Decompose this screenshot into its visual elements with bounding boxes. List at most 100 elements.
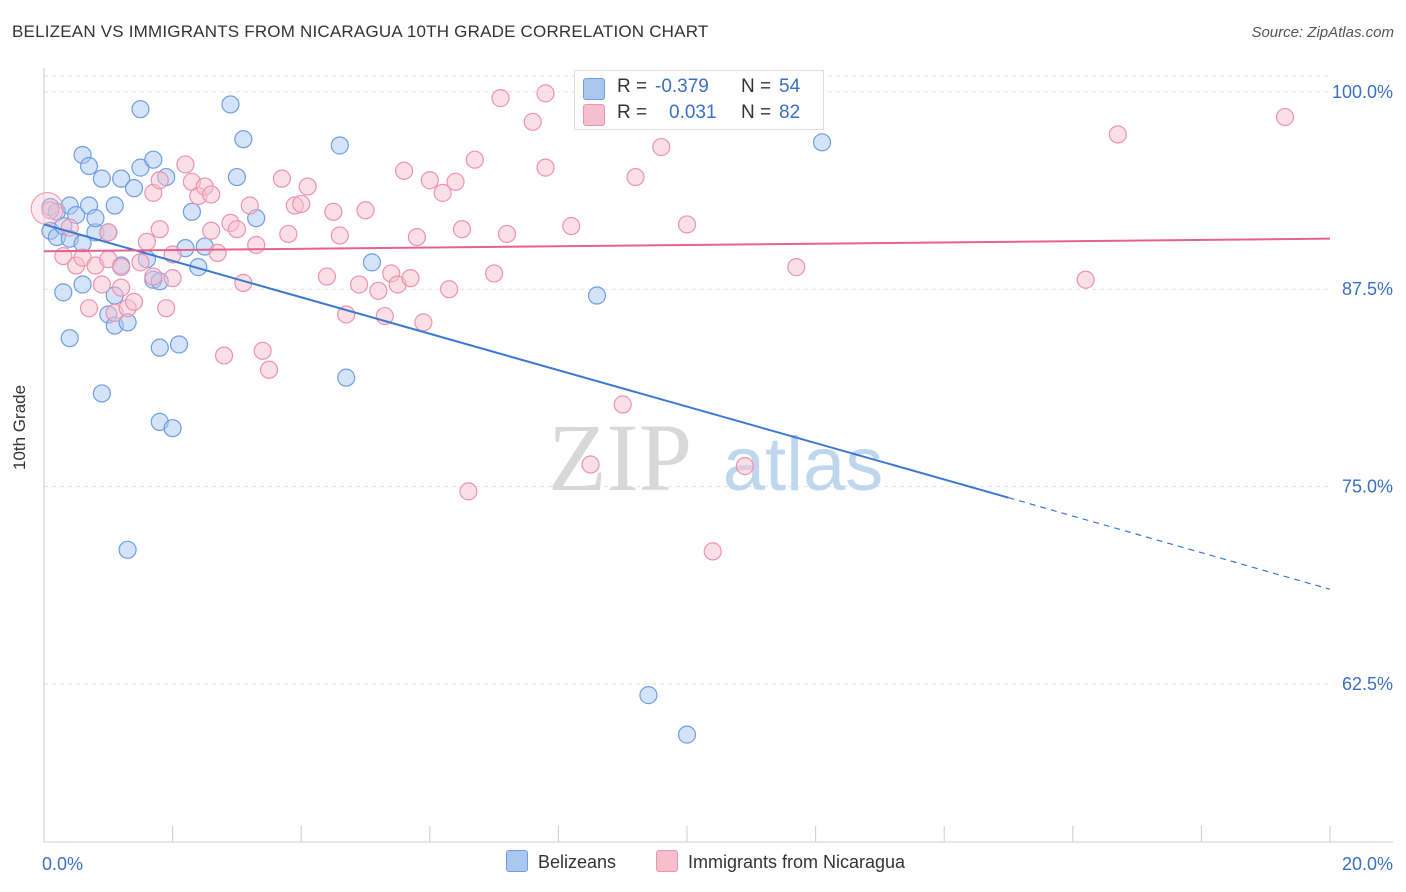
- nicaragua-point: [349, 275, 369, 294]
- nicaragua-point: [491, 89, 510, 108]
- belizeans-swatch: [583, 78, 605, 100]
- nicaragua-point: [536, 84, 555, 103]
- y-tick-label: 75.0%: [1342, 477, 1393, 497]
- belizean-point: [73, 275, 92, 294]
- tick-labels: 100.0% 87.5% 75.0% 62.5% 0.0% 20.0%: [42, 82, 1393, 874]
- nicaragua-point: [433, 183, 452, 202]
- nicaragua-point: [292, 194, 311, 214]
- nicaragua-point: [401, 269, 420, 288]
- y-tick-label: 62.5%: [1342, 674, 1393, 694]
- r-label: R =: [617, 76, 648, 97]
- nicaragua-point: [41, 201, 60, 220]
- y-tick-label: 100.0%: [1332, 82, 1393, 102]
- belizean-point: [182, 202, 201, 221]
- nicaragua-point: [485, 264, 504, 283]
- nicaragua-point: [317, 267, 337, 286]
- belizean-point: [221, 95, 240, 114]
- nicaragua-point: [356, 201, 375, 220]
- nicaragua-point: [735, 457, 754, 476]
- nicaragua-point: [369, 281, 388, 300]
- nicaragua-point: [176, 155, 195, 174]
- nicaragua-point: [337, 305, 356, 324]
- nicaragua-point: [202, 185, 221, 204]
- nicaragua-point: [137, 232, 156, 251]
- x-tick-label: 20.0%: [1342, 854, 1393, 874]
- trend-lines: [43, 223, 1331, 590]
- watermark: ZIP atlas: [548, 404, 883, 511]
- belizean-point: [812, 133, 832, 152]
- nicaragua-point: [394, 161, 414, 180]
- nicaragua-point: [459, 482, 478, 501]
- belizeans-trendline-extension: [1008, 497, 1331, 590]
- source-label: Source: ZipAtlas.com: [1251, 24, 1394, 41]
- belizean-point: [118, 540, 137, 559]
- axes: [43, 68, 1393, 843]
- nicaragua-trendline: [43, 237, 1331, 253]
- belizean-point: [124, 179, 144, 198]
- nicaragua-point: [112, 278, 131, 297]
- legend-nicaragua-label: Immigrants from Nicaragua: [688, 852, 906, 872]
- belizean-point: [677, 725, 697, 744]
- belizean-point: [163, 419, 182, 438]
- nicaragua-point: [414, 313, 433, 332]
- nicaragua-point: [60, 218, 79, 237]
- nicaragua-point: [79, 299, 99, 318]
- stats-box: R = -0.379 N = 54 R = 0.031 N = 82: [574, 70, 824, 130]
- nicaragua-point: [99, 223, 118, 242]
- nicaragua-point: [523, 112, 542, 131]
- belizean-point: [330, 136, 349, 155]
- nicaragua-point: [626, 167, 645, 187]
- x-tick-label: 0.0%: [42, 854, 83, 874]
- belizean-point: [105, 196, 124, 215]
- nicaragua-point: [112, 258, 131, 277]
- belizeans-trendline: [43, 223, 1009, 499]
- nicaragua-swatch: [583, 104, 605, 126]
- nicaragua-point: [214, 346, 234, 365]
- nicaragua-point: [272, 169, 292, 188]
- nicaragua-point: [124, 292, 144, 311]
- nicaragua-point: [30, 192, 64, 226]
- nicaragua-point: [562, 216, 581, 236]
- nicaragua-point: [324, 202, 343, 221]
- belizean-point: [150, 338, 169, 357]
- belizean-point: [169, 335, 189, 354]
- r-value: 0.031: [669, 102, 717, 123]
- nicaragua-point: [1076, 270, 1095, 289]
- nicaragua-point: [240, 196, 259, 215]
- belizean-point: [112, 169, 131, 188]
- nicaragua-point: [1108, 125, 1127, 144]
- belizean-point: [86, 209, 105, 228]
- belizean-point: [234, 130, 253, 149]
- nicaragua-point: [536, 158, 555, 177]
- belizean-point: [92, 169, 111, 188]
- n-value: 82: [779, 102, 801, 123]
- nicaragua-point: [157, 299, 176, 318]
- nicaragua-point: [279, 224, 298, 244]
- belizean-point: [144, 150, 163, 169]
- nicaragua-point: [465, 150, 484, 169]
- nicaragua-point: [202, 221, 221, 240]
- nicaragua-point: [92, 275, 111, 294]
- data-points: [30, 84, 1295, 744]
- belizean-point: [60, 329, 79, 348]
- nicaragua-point: [247, 235, 266, 255]
- nicaragua-point: [613, 395, 632, 414]
- nicaragua-point: [703, 542, 722, 561]
- grid-lines: [44, 75, 1330, 685]
- nicaragua-point: [131, 253, 150, 272]
- nicaragua-point: [144, 267, 163, 286]
- nicaragua-point: [163, 269, 182, 288]
- belizean-point: [92, 384, 111, 403]
- belizean-point: [337, 368, 356, 387]
- nicaragua-point: [1275, 107, 1295, 127]
- nicaragua-point: [677, 215, 697, 234]
- belizean-point: [639, 686, 658, 705]
- nicaragua-point: [497, 224, 517, 244]
- nicaragua-point: [150, 220, 169, 239]
- nicaragua-point: [787, 258, 806, 277]
- n-label: N =: [741, 76, 772, 97]
- watermark-zip: ZIP: [548, 404, 692, 511]
- nicaragua-point: [581, 455, 600, 474]
- y-tick-label: 87.5%: [1342, 279, 1393, 299]
